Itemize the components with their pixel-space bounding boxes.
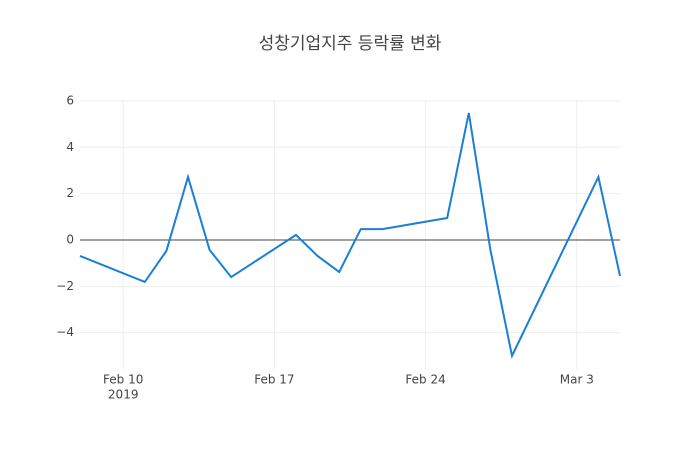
x-tick-label: Feb 17 <box>254 373 294 387</box>
y-tick-label: 6 <box>66 93 74 107</box>
y-tick-label: 0 <box>66 232 74 246</box>
x-tick-label: 2019 <box>108 388 139 402</box>
y-tick-label: 2 <box>66 186 74 200</box>
x-tick-label: Mar 3 <box>560 373 594 387</box>
y-tick-label: 4 <box>66 140 74 154</box>
y-tick-label: −2 <box>56 279 74 293</box>
x-tick-label: Feb 10 <box>103 373 143 387</box>
line-series <box>79 112 621 359</box>
x-tick-label: Feb 24 <box>405 373 445 387</box>
chart-title: 성창기업지주 등락률 변화 <box>259 34 442 54</box>
y-tick-label: −4 <box>56 325 74 339</box>
